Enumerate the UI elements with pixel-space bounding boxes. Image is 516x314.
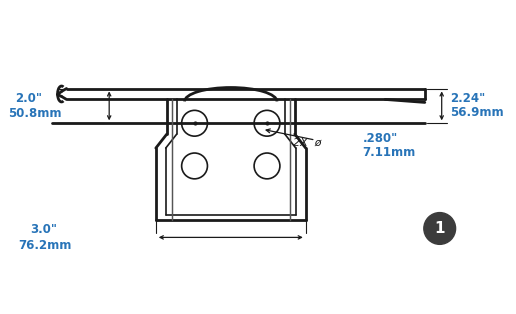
- Text: 50.8mm: 50.8mm: [8, 107, 61, 120]
- Text: .280": .280": [362, 132, 397, 145]
- Text: 76.2mm: 76.2mm: [18, 239, 71, 252]
- Text: 1: 1: [434, 221, 445, 236]
- Text: 2.0": 2.0": [15, 92, 42, 106]
- Text: 2.24": 2.24": [449, 92, 485, 106]
- Text: 2X  ø: 2X ø: [293, 138, 321, 148]
- Text: 7.11mm: 7.11mm: [362, 145, 415, 159]
- Text: 56.9mm: 56.9mm: [449, 106, 503, 119]
- Circle shape: [424, 213, 456, 244]
- Text: 3.0": 3.0": [30, 223, 57, 236]
